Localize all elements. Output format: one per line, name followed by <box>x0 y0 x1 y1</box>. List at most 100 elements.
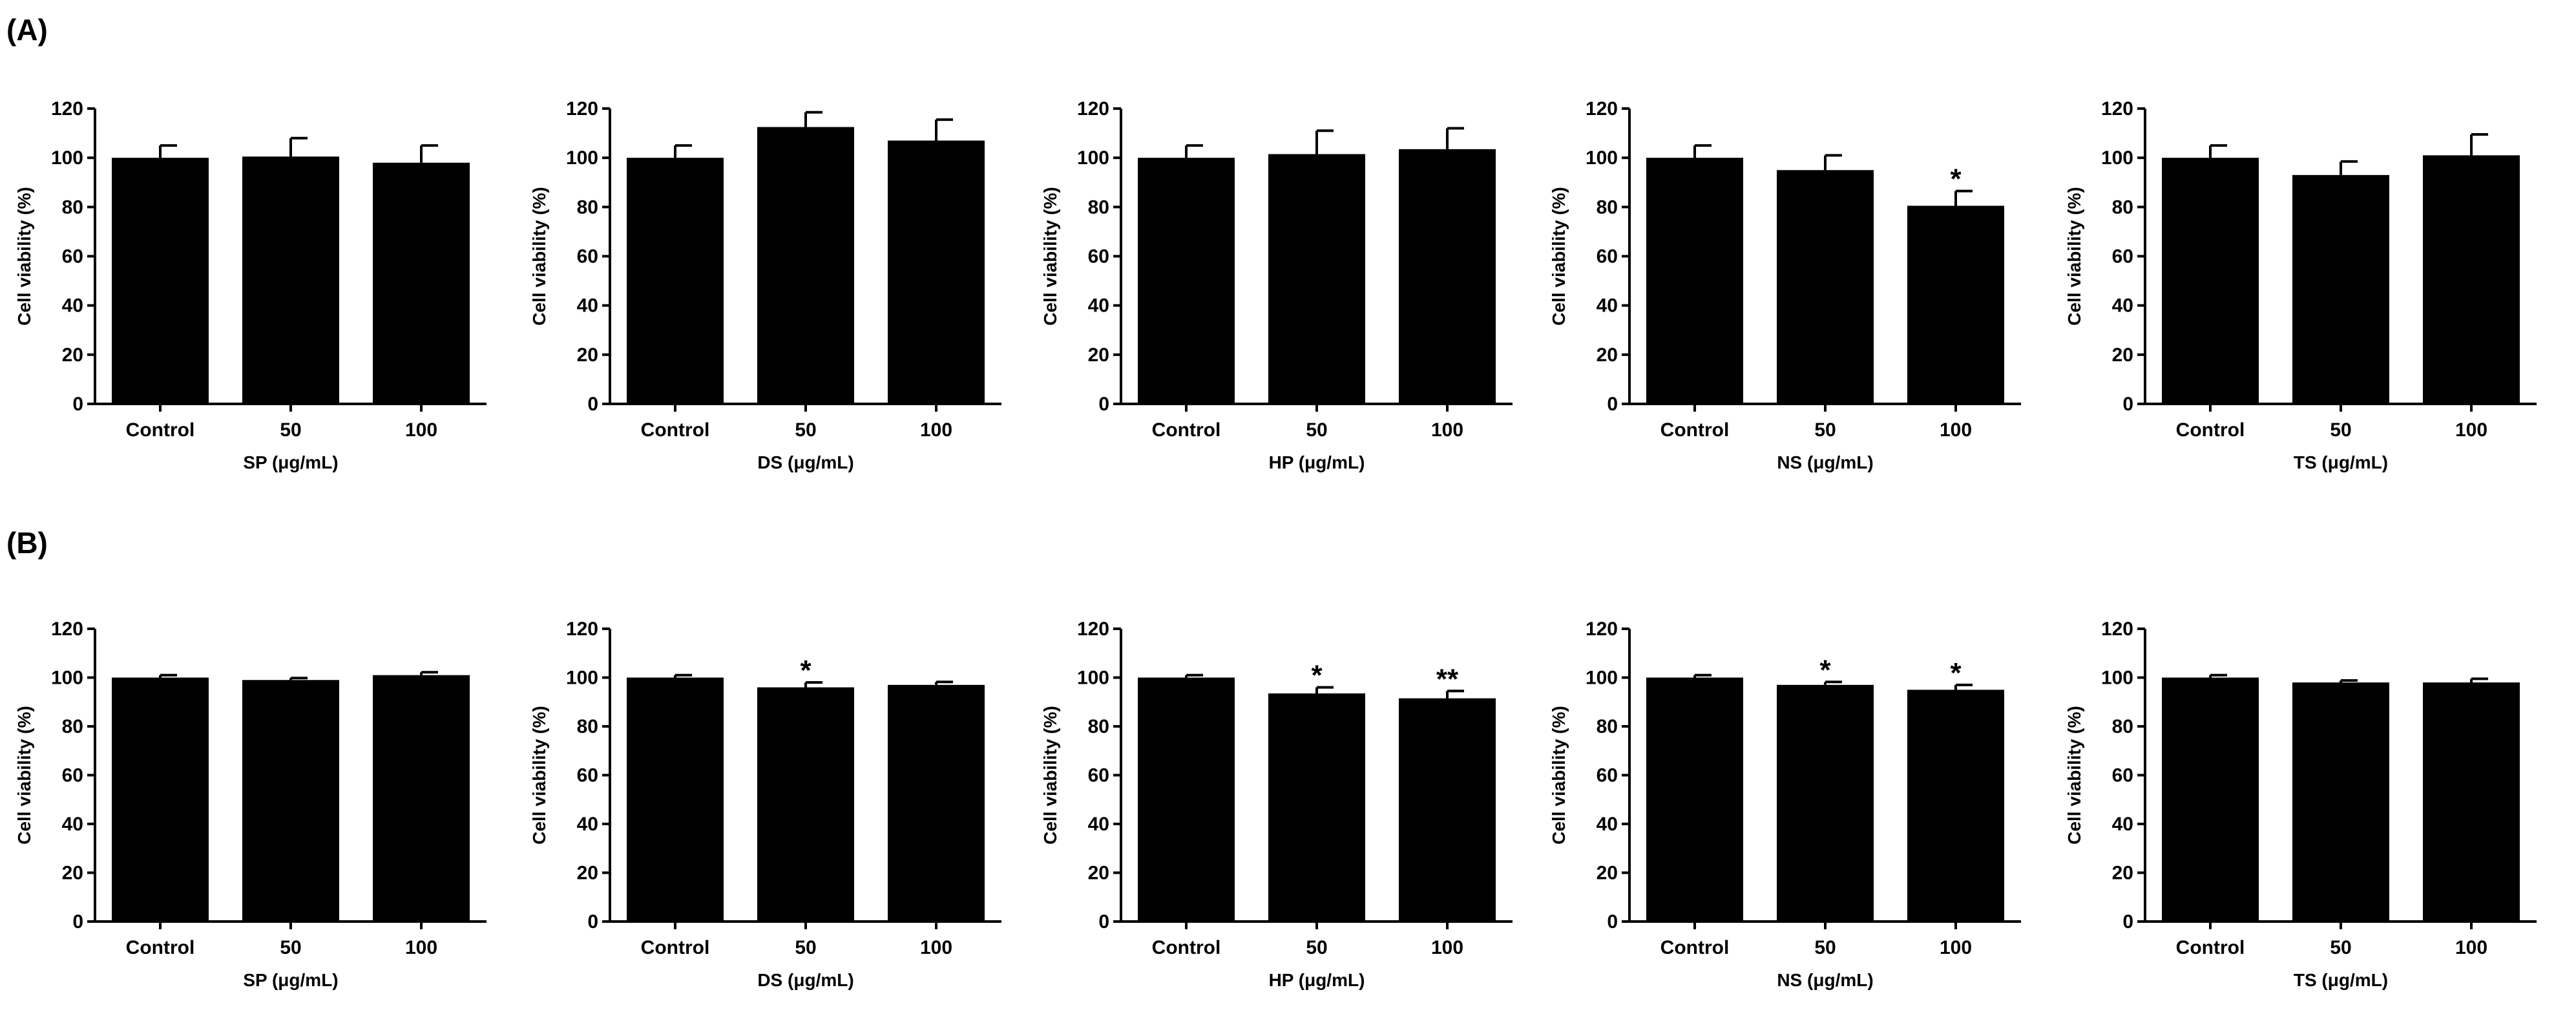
y-tick-label: 60 <box>1088 246 1109 268</box>
chart-8: 0 20 40 60 80 100 120 Cell viability (%) Control… <box>1040 618 1513 990</box>
x-axis-title: HP (μg/mL) <box>1269 452 1365 472</box>
significance-mark: * <box>1819 654 1831 686</box>
bar <box>757 127 854 404</box>
y-tick-label: 60 <box>1088 765 1109 786</box>
chart-5: 0 20 40 60 80 100 120 Cell viability (%) Control… <box>2064 98 2537 472</box>
x-tick-label: 100 <box>1431 419 1463 441</box>
bar <box>1777 684 1874 922</box>
y-axis-title: Cell viability (%) <box>2064 706 2084 845</box>
x-tick-label: 50 <box>1306 937 1327 958</box>
y-tick-label: 120 <box>1077 98 1109 120</box>
x-axis-title: NS (μg/mL) <box>1777 970 1873 990</box>
y-tick-label: 40 <box>1597 814 1618 835</box>
y-tick-label: 100 <box>1586 147 1618 169</box>
y-tick-label: 0 <box>1098 911 1109 933</box>
x-tick-label: 100 <box>1940 419 1972 441</box>
chart-10: 0 20 40 60 80 100 120 Cell viability (%) Control… <box>2064 618 2537 990</box>
bar <box>1646 677 1743 922</box>
bar <box>1138 677 1235 922</box>
y-tick-label: 20 <box>62 344 83 366</box>
y-tick-label: 120 <box>1586 98 1618 120</box>
y-tick-label: 80 <box>62 716 83 737</box>
y-tick-label: 100 <box>566 668 598 689</box>
y-axis-title: Cell viability (%) <box>529 706 549 845</box>
y-tick-label: 0 <box>1607 911 1618 933</box>
x-axis-title: HP (μg/mL) <box>1269 970 1365 990</box>
x-tick-label: 100 <box>2455 937 2487 958</box>
bar <box>1268 154 1365 404</box>
x-axis-title: TS (μg/mL) <box>2294 970 2388 990</box>
bar <box>2292 682 2389 922</box>
bar <box>888 684 985 922</box>
chart-7: 0 20 40 60 80 100 120 Cell viability (%) Control… <box>529 618 1001 990</box>
y-tick-label: 0 <box>72 394 83 415</box>
y-tick-label: 80 <box>1088 716 1109 737</box>
y-tick-label: 0 <box>1607 394 1618 415</box>
bar <box>112 677 209 922</box>
x-tick-label: Control <box>1660 419 1730 441</box>
y-tick-label: 0 <box>587 911 598 933</box>
x-tick-label: Control <box>641 937 710 958</box>
x-tick-label: 100 <box>405 419 437 441</box>
x-axis-title: TS (μg/mL) <box>2294 452 2388 472</box>
y-tick-label: 0 <box>2122 911 2133 933</box>
bar <box>112 158 209 404</box>
x-tick-label: 100 <box>920 937 952 958</box>
bar <box>888 140 985 404</box>
y-tick-label: 0 <box>2122 394 2133 415</box>
x-tick-label: 50 <box>280 419 301 441</box>
chart-1: 0 20 40 60 80 100 120 Cell viability (%) Control… <box>14 98 487 472</box>
panel-label-a: (A) <box>6 13 48 47</box>
bar <box>242 156 339 404</box>
y-tick-label: 120 <box>51 98 83 120</box>
bar <box>757 687 854 922</box>
y-tick-label: 20 <box>62 863 83 884</box>
y-tick-label: 60 <box>577 246 598 268</box>
x-tick-label: 50 <box>1306 419 1327 441</box>
bar <box>627 158 724 404</box>
y-tick-label: 100 <box>1077 147 1109 169</box>
y-axis-title: Cell viability (%) <box>1040 706 1060 845</box>
y-tick-label: 80 <box>577 716 598 737</box>
bar <box>373 675 470 922</box>
x-axis-title: DS (μg/mL) <box>757 970 853 990</box>
y-tick-label: 40 <box>577 814 598 835</box>
x-tick-label: 50 <box>1814 419 1836 441</box>
x-tick-label: 50 <box>795 419 816 441</box>
y-tick-label: 120 <box>566 618 598 640</box>
y-tick-label: 20 <box>1088 863 1109 884</box>
y-tick-label: 40 <box>2112 814 2133 835</box>
y-tick-label: 60 <box>1597 246 1618 268</box>
chart-2: 0 20 40 60 80 100 120 Cell viability (%) Control… <box>529 98 1001 472</box>
x-tick-label: 50 <box>2330 419 2351 441</box>
significance-mark: * <box>1950 163 1962 195</box>
y-tick-label: 60 <box>62 765 83 786</box>
y-tick-label: 60 <box>2112 765 2133 786</box>
y-tick-label: 40 <box>2112 295 2133 317</box>
bar <box>242 680 339 922</box>
bar <box>2423 155 2520 404</box>
y-tick-label: 20 <box>1597 863 1618 884</box>
chart-6: 0 20 40 60 80 100 120 Cell viability (%) Control… <box>14 618 487 990</box>
bar <box>1907 206 2004 404</box>
y-tick-label: 20 <box>1088 344 1109 366</box>
y-tick-label: 40 <box>577 295 598 317</box>
chart-3: 0 20 40 60 80 100 120 Cell viability (%) Control… <box>1040 98 1513 472</box>
x-tick-label: 50 <box>2330 937 2351 958</box>
y-tick-label: 120 <box>2101 618 2133 640</box>
x-axis-title: SP (μg/mL) <box>243 452 338 472</box>
panel-label-b: (B) <box>6 526 48 560</box>
bar <box>627 677 724 922</box>
y-tick-label: 40 <box>1088 814 1109 835</box>
y-axis-title: Cell viability (%) <box>2064 187 2084 326</box>
x-tick-label: 100 <box>920 419 952 441</box>
x-tick-label: 100 <box>2455 419 2487 441</box>
bar <box>2162 158 2259 404</box>
y-axis-title: Cell viability (%) <box>14 187 34 326</box>
y-tick-label: 100 <box>2101 147 2133 169</box>
y-tick-label: 20 <box>577 863 598 884</box>
y-tick-label: 0 <box>72 911 83 933</box>
significance-mark: * <box>800 655 812 686</box>
bar <box>1399 149 1496 404</box>
